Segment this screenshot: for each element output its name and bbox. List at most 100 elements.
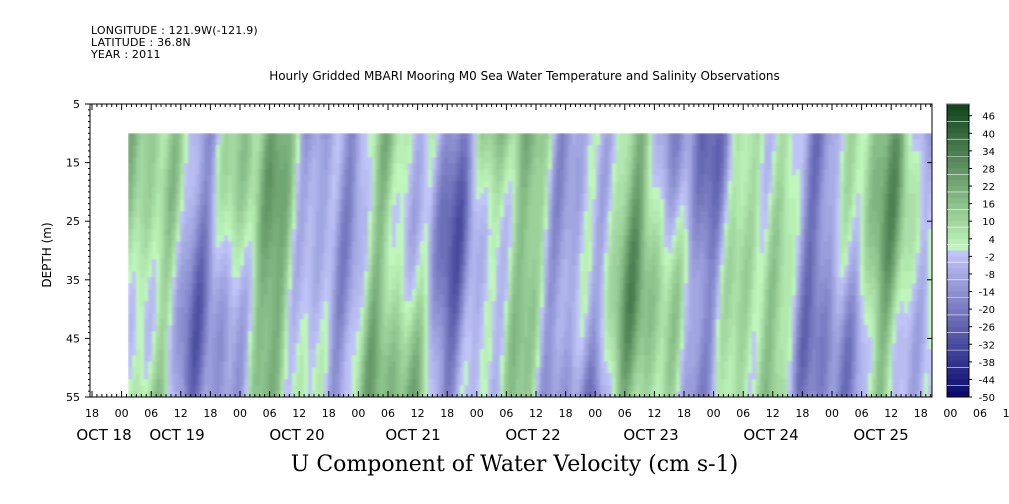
heatmap-cell [388, 241, 393, 248]
heatmap-cell [460, 325, 465, 332]
heatmap-cell [168, 313, 173, 320]
heatmap-cell [272, 169, 277, 176]
heatmap-cell [464, 331, 469, 338]
heatmap-cell [432, 175, 437, 182]
heatmap-cell [500, 133, 505, 140]
heatmap-cell [300, 229, 305, 236]
heatmap-cell [248, 223, 253, 230]
heatmap-cell [504, 139, 509, 146]
heatmap-cell [316, 259, 321, 266]
heatmap-cell [536, 325, 541, 332]
heatmap-cell [500, 391, 505, 397]
heatmap-cell [212, 193, 217, 200]
heatmap-cell [280, 277, 285, 284]
heatmap-cell [216, 169, 221, 176]
heatmap-cell [428, 241, 433, 248]
heatmap-cell [424, 223, 429, 230]
heatmap-cell [404, 205, 409, 212]
heatmap-cell [376, 211, 381, 218]
heatmap-cell [500, 385, 505, 392]
heatmap-cell [452, 265, 457, 272]
heatmap-cell [204, 193, 209, 200]
heatmap-cell [312, 259, 317, 266]
heatmap-cell [292, 145, 297, 152]
heatmap-cell [524, 343, 529, 350]
heatmap-cell [408, 133, 413, 140]
heatmap-cell [492, 163, 497, 170]
heatmap-cell [296, 385, 301, 392]
heatmap-cell [408, 301, 413, 308]
heatmap-cell [308, 229, 313, 236]
heatmap-cell [324, 391, 329, 397]
heatmap-cell [368, 355, 373, 362]
heatmap-cell [300, 277, 305, 284]
heatmap-cell [132, 289, 137, 296]
heatmap-cell [476, 187, 481, 194]
heatmap-cell [372, 391, 377, 397]
heatmap-cell [364, 379, 369, 386]
heatmap-cell [184, 313, 189, 320]
heatmap-cell [480, 301, 485, 308]
heatmap-cell [564, 301, 569, 308]
heatmap-cell [428, 283, 433, 290]
heatmap-cell [244, 163, 249, 170]
heatmap-cell [540, 193, 545, 200]
heatmap-cell [156, 289, 161, 296]
heatmap-cell [436, 199, 441, 206]
heatmap-cell [136, 355, 141, 362]
heatmap-cell [296, 205, 301, 212]
heatmap-cell [140, 277, 145, 284]
heatmap-cell [548, 301, 553, 308]
heatmap-cell [176, 235, 181, 242]
heatmap-cell [300, 175, 305, 182]
heatmap-cell [188, 301, 193, 308]
heatmap-cell [324, 361, 329, 368]
heatmap-cell [368, 205, 373, 212]
heatmap-cell [540, 151, 545, 158]
heatmap-cell [300, 391, 305, 397]
heatmap-cell [424, 241, 429, 248]
heatmap-cell [408, 295, 413, 302]
heatmap-cell [296, 277, 301, 284]
heatmap-cell [556, 175, 561, 182]
heatmap-cell [344, 265, 349, 272]
heatmap-cell [348, 289, 353, 296]
heatmap-cell [572, 313, 577, 320]
heatmap-cell [224, 301, 229, 308]
heatmap-cell [212, 373, 217, 380]
heatmap-cell [524, 373, 529, 380]
heatmap-cell [192, 229, 197, 236]
heatmap-cell [236, 205, 241, 212]
heatmap-cell [504, 307, 509, 314]
heatmap-cell [448, 181, 453, 188]
heatmap-cell [572, 205, 577, 212]
heatmap-cell [144, 235, 149, 242]
heatmap-cell [488, 277, 493, 284]
heatmap-cell [476, 163, 481, 170]
heatmap-cell [500, 157, 505, 164]
heatmap-cell [348, 379, 353, 386]
heatmap-cell [416, 385, 421, 392]
heatmap-cell [276, 163, 281, 170]
heatmap-cell [236, 313, 241, 320]
heatmap-cell [392, 241, 397, 248]
heatmap-cell [224, 271, 229, 278]
heatmap-cell [572, 277, 577, 284]
heatmap-cell [456, 349, 461, 356]
heatmap-cell [456, 361, 461, 368]
heatmap-cell [140, 343, 145, 350]
heatmap-cell [268, 325, 273, 332]
heatmap-cell [404, 331, 409, 338]
heatmap-cell [240, 205, 245, 212]
heatmap-cell [232, 283, 237, 290]
heatmap-cell [288, 133, 293, 140]
heatmap-cell [308, 271, 313, 278]
heatmap-cell [560, 295, 565, 302]
heatmap-cell [428, 343, 433, 350]
heatmap-cell [324, 385, 329, 392]
heatmap-cell [468, 151, 473, 158]
heatmap-cell [188, 223, 193, 230]
heatmap-cell [356, 181, 361, 188]
heatmap-cell [472, 199, 477, 206]
heatmap-cell [420, 169, 425, 176]
